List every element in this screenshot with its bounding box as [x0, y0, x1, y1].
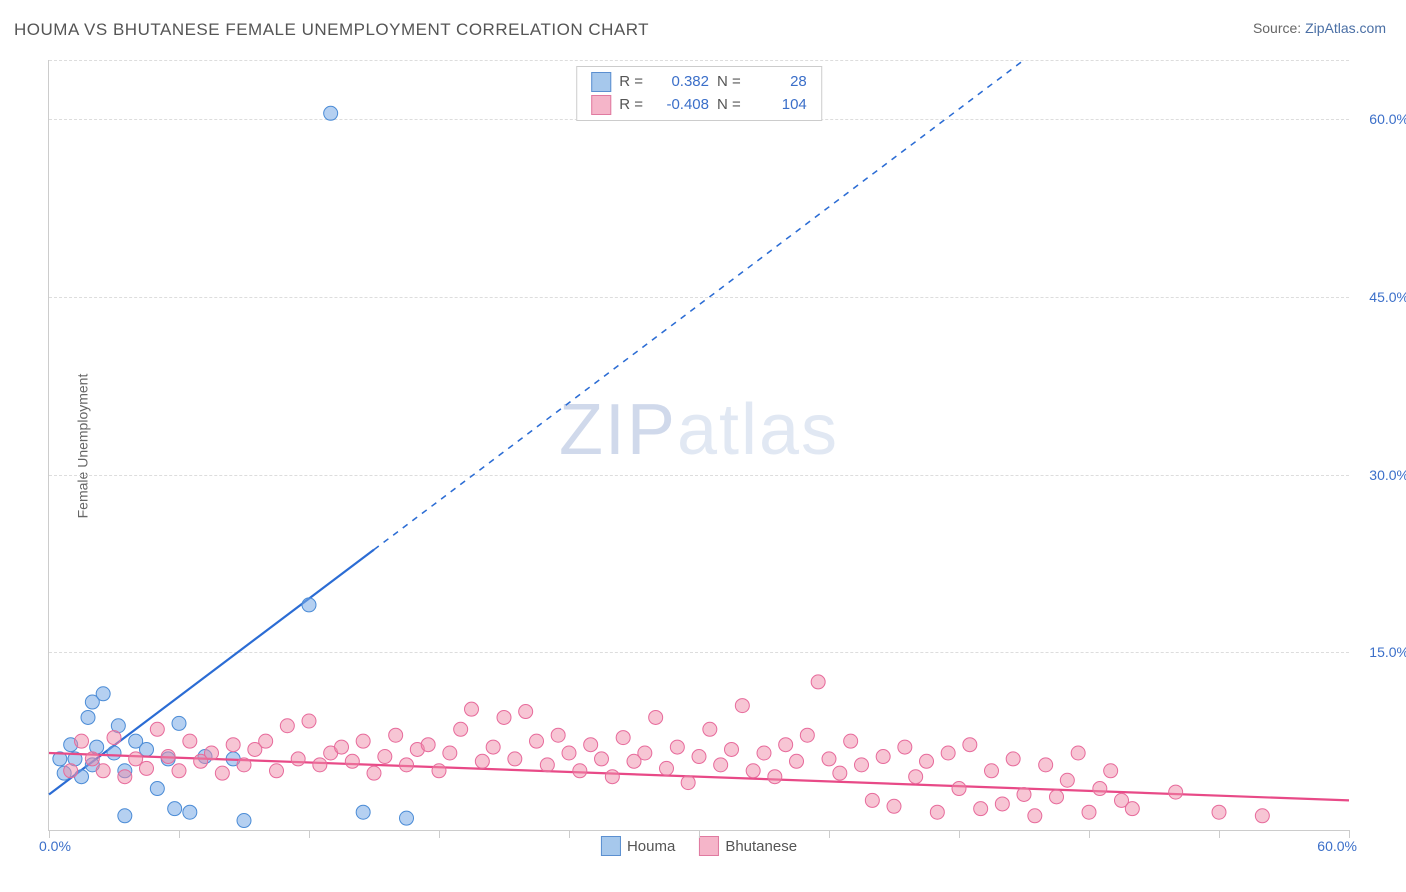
- legend-row-houma: R = 0.382 N = 28: [591, 71, 807, 94]
- series-legend: Houma Bhutanese: [601, 836, 797, 856]
- series-swatch-bhutanese: [699, 836, 719, 856]
- x-tick: [439, 830, 440, 838]
- legend-swatch-houma: [591, 72, 611, 92]
- legend-r-value-bhutanese: -0.408: [651, 94, 709, 117]
- legend-swatch-bhutanese: [591, 95, 611, 115]
- legend-r-label-houma: R =: [619, 71, 643, 94]
- x-tick: [1089, 830, 1090, 838]
- x-tick: [829, 830, 830, 838]
- series-legend-houma: Houma: [601, 836, 675, 856]
- source-value: ZipAtlas.com: [1305, 20, 1386, 36]
- x-tick: [959, 830, 960, 838]
- legend-n-label-bhutanese: N =: [717, 94, 741, 117]
- legend-n-value-houma: 28: [749, 71, 807, 94]
- legend-r-value-houma: 0.382: [651, 71, 709, 94]
- x-tick: [309, 830, 310, 838]
- x-tick: [569, 830, 570, 838]
- y-tick-label: 60.0%: [1354, 111, 1406, 127]
- series-label-houma: Houma: [627, 838, 675, 855]
- x-tick: [1349, 830, 1350, 838]
- source-credit: Source: ZipAtlas.com: [1253, 20, 1386, 36]
- chart-plot-area: ZIPatlas R = 0.382 N = 28 R = -0.408 N =…: [48, 60, 1349, 831]
- series-label-bhutanese: Bhutanese: [725, 838, 797, 855]
- series-swatch-houma: [601, 836, 621, 856]
- y-tick-label: 15.0%: [1354, 644, 1406, 660]
- legend-n-value-bhutanese: 104: [749, 94, 807, 117]
- source-label: Source:: [1253, 20, 1301, 36]
- x-axis-max-label: 60.0%: [1317, 838, 1357, 854]
- x-tick: [699, 830, 700, 838]
- y-tick-label: 45.0%: [1354, 289, 1406, 305]
- series-legend-bhutanese: Bhutanese: [699, 836, 797, 856]
- x-tick: [49, 830, 50, 838]
- correlation-legend: R = 0.382 N = 28 R = -0.408 N = 104: [576, 66, 822, 121]
- x-tick: [179, 830, 180, 838]
- scatter-plot-svg: [49, 60, 1349, 830]
- x-axis-min-label: 0.0%: [39, 838, 71, 854]
- y-tick-label: 30.0%: [1354, 467, 1406, 483]
- chart-title: HOUMA VS BHUTANESE FEMALE UNEMPLOYMENT C…: [14, 20, 649, 40]
- legend-n-label-houma: N =: [717, 71, 741, 94]
- x-tick: [1219, 830, 1220, 838]
- legend-row-bhutanese: R = -0.408 N = 104: [591, 94, 807, 117]
- legend-r-label-bhutanese: R =: [619, 94, 643, 117]
